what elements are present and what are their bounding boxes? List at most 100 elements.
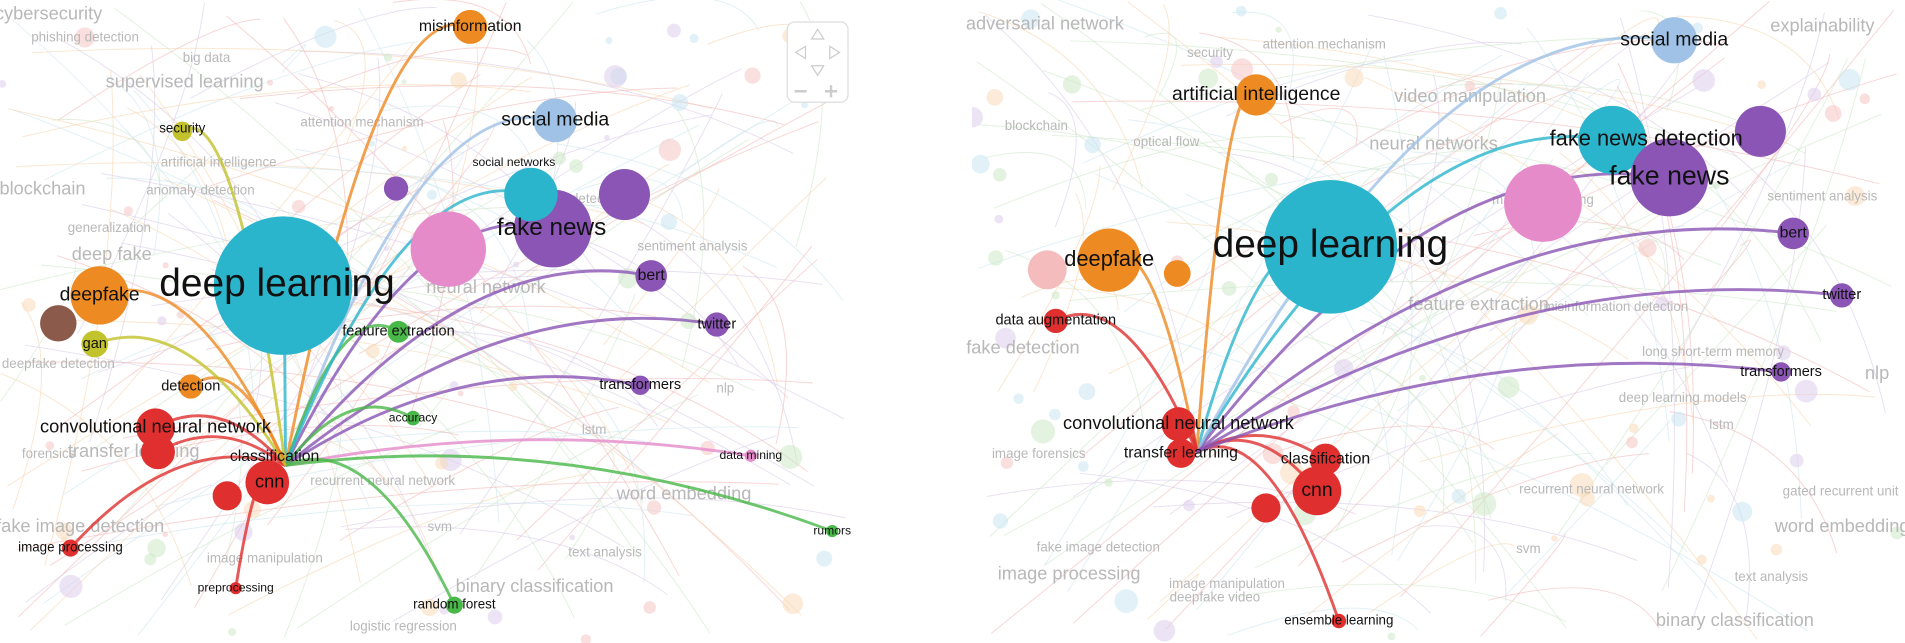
faint-node	[992, 513, 1009, 529]
faded-label: svm	[1516, 541, 1541, 556]
faint-edge	[1675, 15, 1840, 119]
node-label: rumors	[813, 523, 851, 537]
faint-edge	[11, 18, 370, 508]
faded-label: nlp	[1865, 363, 1889, 383]
edge	[284, 269, 652, 467]
faint-edge	[979, 160, 1478, 269]
faint-edge	[459, 93, 723, 535]
faint-edge	[1232, 11, 1294, 94]
faint-edge	[16, 481, 779, 551]
faint-edge	[1397, 158, 1801, 412]
faint-edge	[1069, 311, 1808, 632]
faint-node	[1062, 75, 1082, 94]
faded-label: image forensics	[992, 446, 1086, 461]
node[interactable]	[1630, 138, 1709, 217]
faint-node	[1231, 58, 1254, 81]
node[interactable]	[1651, 17, 1698, 64]
faint-node	[1287, 405, 1300, 418]
node-label: data mining	[719, 448, 782, 462]
faint-node	[1264, 172, 1278, 187]
node[interactable]	[81, 330, 109, 358]
faded-label: blockchain	[0, 178, 86, 198]
faded-label: deepfake detection	[2, 356, 115, 371]
node[interactable]	[213, 216, 353, 355]
node[interactable]	[504, 167, 558, 222]
node[interactable]	[533, 98, 578, 143]
node[interactable]	[1771, 362, 1791, 382]
node[interactable]	[1292, 466, 1342, 516]
faint-edge	[1044, 263, 1523, 566]
edge	[189, 376, 287, 467]
node[interactable]	[1263, 179, 1398, 314]
faint-node	[1569, 473, 1594, 498]
node[interactable]	[1166, 438, 1196, 468]
node[interactable]	[70, 266, 129, 325]
faint-node	[667, 23, 681, 38]
faint-node	[328, 105, 335, 112]
faint-edge	[994, 136, 1306, 209]
faint-node	[1077, 461, 1089, 472]
node-label: cnn	[255, 471, 284, 491]
node[interactable]	[1161, 407, 1196, 442]
node[interactable]	[229, 582, 242, 595]
node-label: data augmentation	[995, 313, 1116, 329]
faint-node	[1030, 419, 1056, 444]
faint-edge	[1368, 14, 1748, 199]
faded-label: big data	[183, 50, 231, 65]
faded-label: text analysis	[1735, 569, 1809, 584]
node[interactable]	[1578, 105, 1647, 174]
faint-edge	[1370, 543, 1515, 613]
node[interactable]	[1235, 74, 1277, 116]
faint-node	[1579, 491, 1595, 507]
node[interactable]	[826, 524, 839, 538]
node[interactable]	[445, 596, 463, 614]
node[interactable]	[1077, 228, 1141, 292]
faint-node	[450, 72, 467, 89]
faint-edge	[207, 329, 243, 566]
node[interactable]	[744, 449, 757, 462]
node[interactable]	[245, 460, 290, 505]
faint-edge	[44, 40, 419, 181]
node-label: ensemble learning	[1284, 613, 1393, 628]
node-label: social networks	[472, 155, 555, 169]
node[interactable]	[635, 260, 667, 292]
faint-node	[1497, 376, 1520, 398]
node-label: deep learning	[1213, 223, 1449, 266]
node[interactable]	[140, 435, 175, 470]
node[interactable]	[1043, 308, 1068, 334]
edge	[285, 438, 752, 467]
faded-label: image manipulation	[1169, 576, 1285, 591]
node-label: classification	[1281, 451, 1370, 468]
faint-node	[368, 140, 375, 147]
faint-node	[1084, 136, 1101, 154]
node[interactable]	[387, 320, 410, 343]
faint-node	[74, 27, 95, 48]
faint-edge	[105, 75, 161, 257]
faint-edge	[1586, 79, 1621, 109]
faint-node	[1706, 494, 1715, 503]
faint-edge	[1180, 63, 1788, 145]
node[interactable]	[704, 312, 729, 337]
node[interactable]	[172, 121, 192, 142]
node[interactable]	[178, 374, 203, 399]
faint-edge	[106, 42, 415, 410]
edge	[1195, 172, 1670, 453]
node[interactable]	[1331, 613, 1347, 629]
node[interactable]	[1777, 217, 1810, 250]
node[interactable]	[630, 375, 650, 396]
faint-node	[992, 168, 1007, 182]
faint-node	[1732, 501, 1753, 522]
node-label: twitter	[1822, 287, 1861, 303]
node[interactable]	[405, 410, 421, 426]
faint-edge	[428, 330, 659, 427]
node[interactable]	[1829, 283, 1854, 308]
nav-control[interactable]	[786, 21, 849, 103]
faint-edge	[13, 109, 660, 486]
faint-edge	[1690, 147, 1807, 623]
faint-node	[1153, 619, 1176, 642]
faded-label: image manipulation	[207, 551, 323, 566]
node-label: bert	[1780, 225, 1808, 242]
faint-node	[1104, 478, 1113, 487]
node[interactable]	[453, 9, 488, 44]
node[interactable]	[61, 539, 79, 557]
